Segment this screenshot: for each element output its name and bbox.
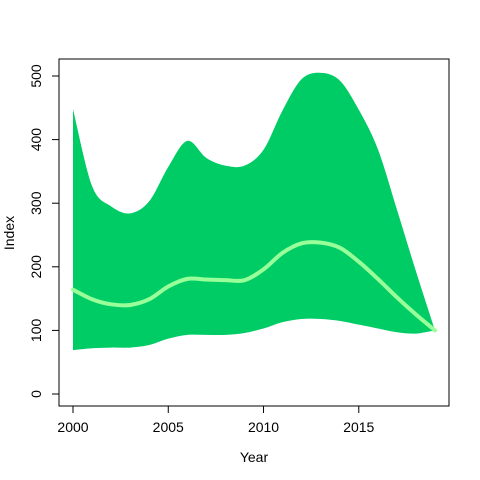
x-tick-label: 2010 [248, 419, 279, 435]
y-tick-label: 300 [28, 191, 44, 215]
x-axis-label: Year [240, 449, 269, 465]
y-tick-label: 500 [28, 64, 44, 88]
index-trend-line [71, 240, 437, 333]
x-tick-label: 2000 [57, 419, 88, 435]
plot-area [71, 72, 437, 351]
y-axis-label: Index [1, 216, 17, 250]
y-axis: 0 100 200 300 400 500 [28, 64, 60, 398]
x-tick-label: 2005 [153, 419, 184, 435]
y-tick-label: 200 [28, 255, 44, 279]
y-tick-label: 0 [28, 390, 44, 398]
x-tick-label: 2015 [343, 419, 374, 435]
y-tick-label: 400 [28, 128, 44, 152]
y-tick-label: 100 [28, 319, 44, 343]
x-axis: 2000 2005 2010 2015 [57, 405, 375, 435]
confidence-band [73, 72, 435, 351]
